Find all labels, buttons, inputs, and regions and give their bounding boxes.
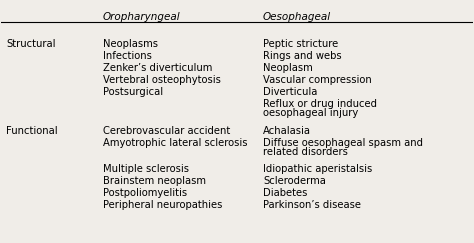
Text: Neoplasm: Neoplasm (263, 63, 313, 73)
Text: Diverticula: Diverticula (263, 87, 317, 97)
Text: Postsurgical: Postsurgical (103, 87, 163, 97)
Text: oesophageal injury: oesophageal injury (263, 108, 358, 118)
Text: Cerebrovascular accident: Cerebrovascular accident (103, 126, 230, 136)
Text: Peptic stricture: Peptic stricture (263, 39, 338, 49)
Text: Parkinson’s disease: Parkinson’s disease (263, 200, 361, 209)
Text: Reflux or drug induced: Reflux or drug induced (263, 99, 377, 109)
Text: Zenker’s diverticulum: Zenker’s diverticulum (103, 63, 212, 73)
Text: Brainstem neoplasm: Brainstem neoplasm (103, 175, 206, 186)
Text: Oesophageal: Oesophageal (263, 12, 331, 22)
Text: Neoplasms: Neoplasms (103, 39, 158, 49)
Text: Diffuse oesophageal spasm and: Diffuse oesophageal spasm and (263, 138, 423, 148)
Text: Structural: Structural (6, 39, 55, 49)
Text: related disorders: related disorders (263, 147, 348, 157)
Text: Idiopathic aperistalsis: Idiopathic aperistalsis (263, 164, 372, 174)
Text: Multiple sclerosis: Multiple sclerosis (103, 164, 189, 174)
Text: Peripheral neuropathies: Peripheral neuropathies (103, 200, 222, 209)
Text: Achalasia: Achalasia (263, 126, 311, 136)
Text: Infections: Infections (103, 51, 152, 61)
Text: Scleroderma: Scleroderma (263, 175, 326, 186)
Text: Functional: Functional (6, 126, 58, 136)
Text: Amyotrophic lateral sclerosis: Amyotrophic lateral sclerosis (103, 138, 247, 148)
Text: Rings and webs: Rings and webs (263, 51, 342, 61)
Text: Oropharyngeal: Oropharyngeal (103, 12, 180, 22)
Text: Vascular compression: Vascular compression (263, 75, 372, 85)
Text: Postpoliomyelitis: Postpoliomyelitis (103, 188, 187, 198)
Text: Vertebral osteophytosis: Vertebral osteophytosis (103, 75, 220, 85)
Text: Diabetes: Diabetes (263, 188, 307, 198)
